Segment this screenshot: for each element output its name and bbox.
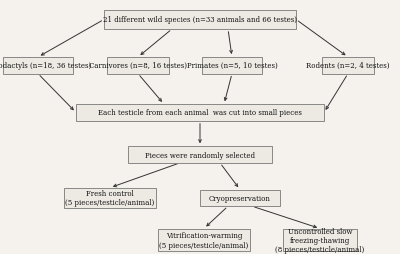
Text: Fresh control
(5 pieces/testicle/animal): Fresh control (5 pieces/testicle/animal)	[65, 189, 155, 207]
Text: Each testicle from each animal  was cut into small pieces: Each testicle from each animal was cut i…	[98, 109, 302, 117]
Text: Vitrification-warming
(5 pieces/testicle/animal): Vitrification-warming (5 pieces/testicle…	[159, 231, 249, 249]
FancyBboxPatch shape	[104, 11, 296, 30]
FancyBboxPatch shape	[283, 229, 357, 251]
FancyBboxPatch shape	[76, 105, 324, 121]
FancyBboxPatch shape	[107, 58, 169, 74]
FancyBboxPatch shape	[3, 58, 73, 74]
FancyBboxPatch shape	[200, 190, 280, 206]
FancyBboxPatch shape	[64, 188, 156, 208]
Text: 21 different wild species (n=33 animals and 66 testes): 21 different wild species (n=33 animals …	[103, 16, 297, 24]
FancyBboxPatch shape	[128, 147, 272, 163]
Text: Carnivores (n=8, 16 testes): Carnivores (n=8, 16 testes)	[89, 62, 187, 70]
Text: Uncontrolled slow
freezing-thawing
(8 pieces/testicle/animal): Uncontrolled slow freezing-thawing (8 pi…	[275, 227, 365, 253]
Text: Primates (n=5, 10 testes): Primates (n=5, 10 testes)	[187, 62, 277, 70]
Text: Cryopreservation: Cryopreservation	[209, 194, 271, 202]
FancyBboxPatch shape	[322, 58, 374, 74]
FancyBboxPatch shape	[158, 229, 250, 251]
Text: Pieces were randomly selected: Pieces were randomly selected	[145, 151, 255, 159]
FancyBboxPatch shape	[202, 58, 262, 74]
Text: Artiodactyls (n=18, 36 testes): Artiodactyls (n=18, 36 testes)	[0, 62, 91, 70]
Text: Rodents (n=2, 4 testes): Rodents (n=2, 4 testes)	[306, 62, 390, 70]
